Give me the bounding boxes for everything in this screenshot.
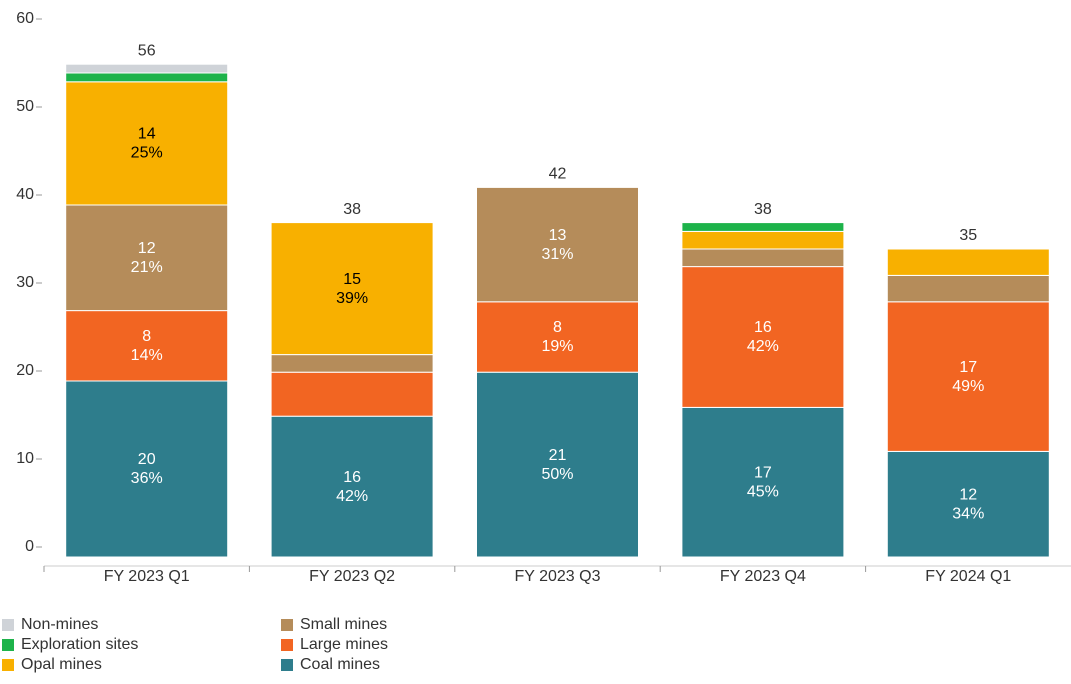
bar-segment (681, 406, 845, 558)
bar-segment (476, 371, 639, 558)
legend-swatch (2, 659, 14, 671)
total-label: 56 (138, 42, 156, 59)
legend-swatch (2, 619, 14, 631)
share-label: 50% (541, 466, 573, 483)
legend-label: Exploration sites (21, 636, 138, 653)
value-label: 21 (549, 447, 567, 464)
legend-label: Small mines (300, 616, 387, 633)
x-tick-label: FY 2023 Q3 (515, 568, 601, 585)
legend-label: Coal mines (300, 656, 380, 673)
y-tick-label: 0 (25, 538, 34, 555)
bar-segment (681, 248, 845, 268)
legend-swatch (281, 619, 293, 631)
bar-segment (476, 301, 639, 373)
y-tick-label: 20 (16, 362, 34, 379)
share-label: 36% (131, 470, 163, 487)
legend-swatch (281, 659, 293, 671)
bar-segment (270, 371, 434, 417)
share-label: 14% (131, 347, 163, 364)
total-label: 42 (549, 166, 567, 183)
x-tick-label: FY 2023 Q4 (720, 568, 806, 585)
bar-segment (681, 222, 845, 232)
bar-segment (65, 81, 229, 206)
share-label: 45% (747, 483, 779, 500)
x-tick-label: FY 2023 Q2 (309, 568, 395, 585)
legend-label: Large mines (300, 636, 388, 653)
share-label: 42% (336, 488, 368, 505)
legend-swatch (281, 639, 293, 651)
legend-label: Non-mines (21, 616, 98, 633)
bar-segment (476, 186, 639, 303)
bar-segment (681, 230, 845, 250)
share-label: 49% (952, 378, 984, 395)
bar-segment (65, 72, 229, 83)
bar-segment (886, 450, 1050, 558)
share-label: 19% (541, 338, 573, 355)
bar-segment (65, 380, 229, 558)
share-label: 31% (541, 246, 573, 263)
bar-segment (65, 63, 229, 74)
value-label: 12 (959, 486, 977, 503)
y-tick-label: 40 (16, 186, 34, 203)
value-label: 8 (553, 319, 562, 336)
share-label: 42% (747, 338, 779, 355)
bar-segment (681, 266, 845, 408)
value-label: 20 (138, 451, 156, 468)
bar-segment (270, 415, 434, 558)
total-label: 35 (959, 227, 977, 244)
value-label: 13 (549, 227, 567, 244)
x-tick-label: FY 2024 Q1 (925, 568, 1011, 585)
legend-swatch (2, 639, 14, 651)
bar-segment (270, 354, 434, 373)
share-label: 21% (131, 259, 163, 276)
y-tick-label: 30 (16, 274, 34, 291)
value-label: 15 (343, 271, 361, 288)
y-tick-label: 60 (16, 10, 34, 27)
y-tick-label: 50 (16, 98, 34, 115)
value-label: 17 (959, 359, 977, 376)
value-label: 8 (142, 328, 151, 345)
bar-segment (886, 301, 1050, 452)
bar-segment (65, 204, 229, 312)
y-tick-label: 10 (16, 450, 34, 467)
bar-segment (65, 310, 229, 382)
value-label: 14 (138, 126, 156, 143)
x-tick-label: FY 2023 Q1 (104, 568, 190, 585)
bar-segment (886, 248, 1050, 276)
bar-segment (270, 222, 434, 356)
total-label: 38 (343, 201, 361, 218)
value-label: 16 (754, 319, 772, 336)
bar-segment (886, 274, 1050, 303)
value-label: 16 (343, 469, 361, 486)
value-label: 17 (754, 464, 772, 481)
share-label: 39% (336, 290, 368, 307)
value-label: 12 (138, 240, 156, 257)
share-label: 34% (952, 505, 984, 522)
legend-label: Opal mines (21, 656, 102, 673)
total-label: 38 (754, 201, 772, 218)
share-label: 25% (131, 145, 163, 162)
